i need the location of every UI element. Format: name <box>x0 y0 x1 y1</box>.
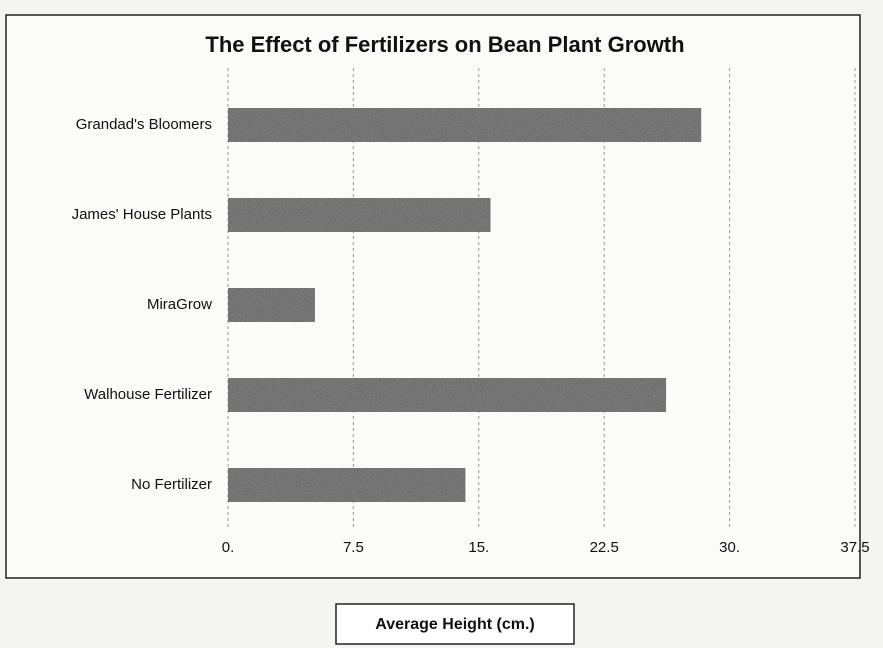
x-tick-label: 7.5 <box>343 539 364 556</box>
bar <box>228 468 466 502</box>
y-tick-label: Grandad's Bloomers <box>76 116 212 133</box>
x-tick-label: 22.5 <box>590 539 619 556</box>
bar <box>228 108 702 142</box>
y-tick-label: Walhouse Fertilizer <box>84 386 212 403</box>
x-label-box <box>335 603 575 645</box>
y-tick-label: No Fertilizer <box>131 476 212 493</box>
y-tick-label: MiraGrow <box>147 296 212 313</box>
bar <box>228 378 667 412</box>
bar <box>228 288 315 322</box>
x-tick-label: 15. <box>468 539 489 556</box>
bar <box>228 198 491 232</box>
x-tick-label: 37.5 <box>840 539 869 556</box>
chart-title: The Effect of Fertilizers on Bean Plant … <box>205 32 684 57</box>
y-tick-label: James' House Plants <box>72 206 212 223</box>
x-tick-label: 0. <box>222 539 235 556</box>
x-tick-label: 30. <box>719 539 740 556</box>
x-axis-label: Average Height (cm.) <box>375 616 534 633</box>
